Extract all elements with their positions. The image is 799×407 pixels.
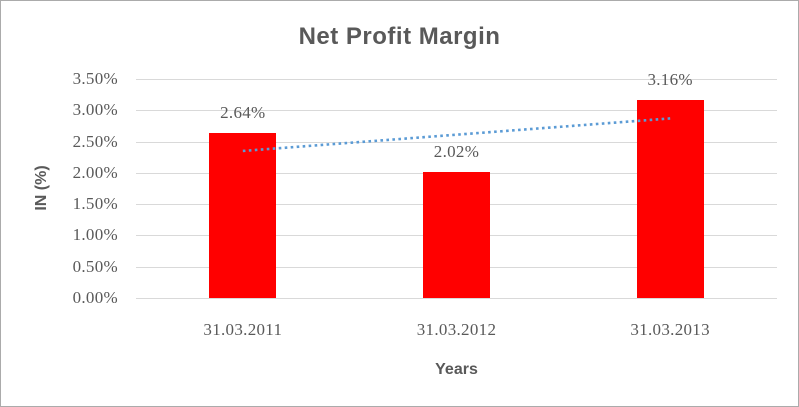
y-axis-tick-label: 2.50% — [72, 131, 118, 151]
y-axis-tick-label: 3.00% — [72, 100, 118, 120]
bar-data-label: 2.02% — [433, 141, 480, 161]
x-axis-tick-label: 31.03.2013 — [630, 320, 710, 339]
x-axis-tick-label: 31.03.2011 — [203, 320, 283, 339]
x-axis-title: Years — [435, 361, 478, 378]
chart-title: Net Profit Margin — [298, 23, 501, 50]
y-axis-tick-label: 2.00% — [72, 162, 118, 182]
gridline — [136, 79, 777, 80]
bar-data-label: 2.64% — [220, 102, 266, 122]
y-axis-tick-label: 1.00% — [72, 225, 118, 245]
y-axis-tick-label: 3.50% — [72, 69, 118, 88]
chart-bar — [209, 132, 277, 298]
gridline — [136, 110, 777, 112]
y-axis-tick-label: 0.50% — [72, 256, 118, 276]
bar-data-label: 3.16% — [647, 70, 693, 90]
y-axis-tick-label: 0.00% — [72, 288, 118, 307]
chart-bar — [423, 171, 490, 298]
gridline — [136, 298, 777, 299]
x-axis-tick-label: 31.03.2012 — [416, 320, 497, 339]
chart-bar — [636, 100, 704, 298]
y-axis-tick-label: 1.50% — [72, 194, 118, 214]
